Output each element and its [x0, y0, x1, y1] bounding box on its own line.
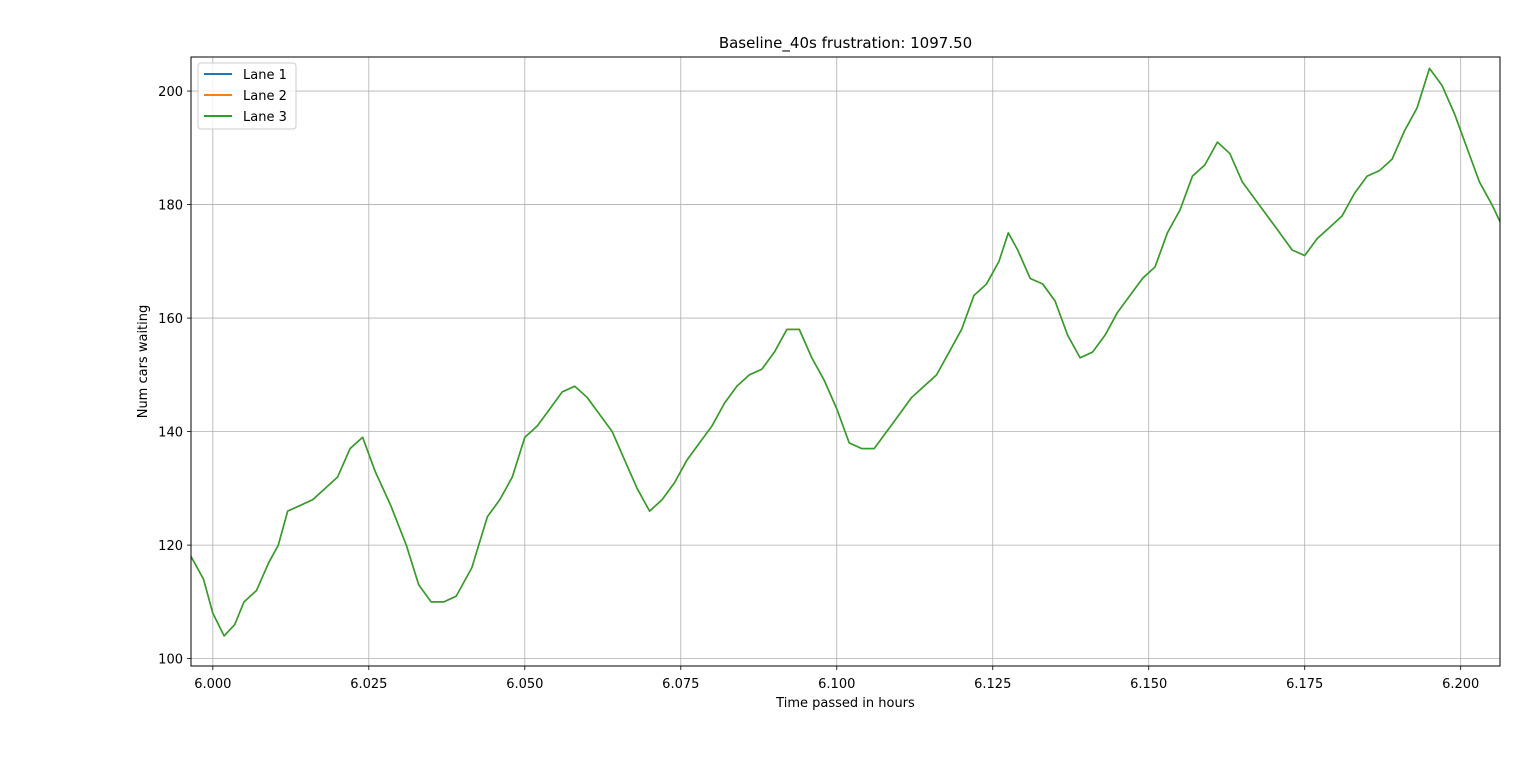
y-tick-label: 140: [158, 426, 183, 441]
x-tick-label: 6.175: [1286, 677, 1323, 692]
x-tick-label: 6.050: [506, 677, 543, 692]
y-tick-label: 100: [158, 653, 183, 668]
x-axis-ticks: 6.000 6.025 6.050 6.075 6.100 6.125 6.150 6.175…: [194, 666, 1479, 692]
x-tick-label: 6.100: [818, 677, 855, 692]
y-axis-ticks: 100 120 140 160 180 200: [158, 85, 191, 668]
x-tick-label: 6.000: [194, 677, 231, 692]
y-tick-label: 160: [158, 312, 183, 327]
y-axis-label: Num cars waiting: [136, 305, 151, 419]
y-tick-label: 180: [158, 199, 183, 214]
x-tick-label: 6.200: [1442, 677, 1479, 692]
x-axis-label: Time passed in hours: [775, 696, 915, 711]
grid-lines: [191, 57, 1500, 666]
chart-title: Baseline_40s frustration: 1097.50: [719, 34, 972, 53]
x-tick-label: 6.150: [1130, 677, 1167, 692]
series-lines: [190, 67, 1501, 637]
y-tick-label: 200: [158, 85, 183, 100]
x-tick-label: 6.125: [974, 677, 1011, 692]
legend-box: [197, 62, 297, 130]
x-tick-label: 6.075: [662, 677, 699, 692]
legend-entry: Lane 1: [243, 68, 287, 83]
legend-entry: Lane 3: [243, 110, 287, 125]
series-line-3: [190, 67, 1501, 637]
y-tick-label: 120: [158, 539, 183, 554]
legend-entry: Lane 2: [243, 89, 287, 104]
plot-area-frame: [190, 56, 1501, 667]
x-tick-label: 6.025: [350, 677, 387, 692]
legend: Lane 1 Lane 2 Lane 3: [197, 62, 297, 130]
